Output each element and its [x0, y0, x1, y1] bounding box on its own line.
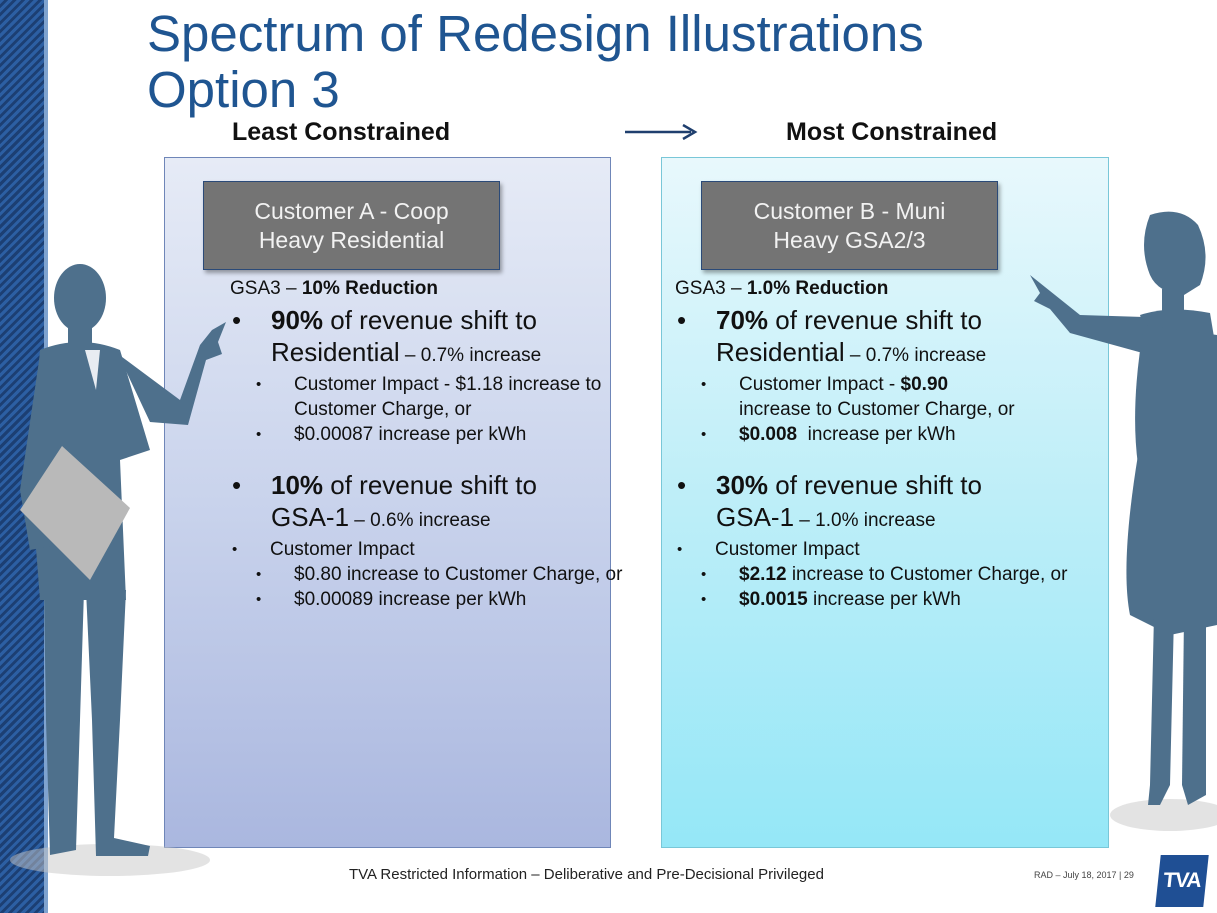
gsa3-reduction-b: GSA3 – 1.0% Reduction	[675, 278, 889, 299]
footer-date-page: RAD – July 18, 2017 | 29	[1034, 870, 1134, 880]
header-least-constrained: Least Constrained	[232, 118, 451, 146]
customer-b-details: GSA3 – 1.0% Reduction • 70% of revenue s…	[675, 278, 1095, 612]
bullet-residential-shift-a: • 90% of revenue shift to Residential – …	[232, 305, 542, 367]
bullet-gsa1-shift-a: • 10% of revenue shift to GSA-1 – 0.6% i…	[232, 470, 537, 532]
footer-confidentiality: TVA Restricted Information – Deliberativ…	[349, 866, 824, 883]
woman-silhouette-icon	[1030, 211, 1217, 831]
man-silhouette-icon	[10, 264, 226, 876]
sub-bullet-b2: • $0.008 increase per kWh	[701, 424, 956, 445]
gsa3-reduction-a: GSA3 – 10% Reduction	[230, 278, 439, 299]
page-title: Spectrum of Redesign Illustrations Optio…	[147, 5, 924, 118]
sub-bullet-a1: • Customer Impact - $1.18 increase to Cus…	[256, 374, 602, 420]
customer-b-line1: Customer B - Muni	[753, 197, 946, 224]
customer-a-line2: Heavy Residential	[258, 226, 445, 253]
sub-bullet-a3: • $0.80 increase to Customer Charge, or	[256, 564, 623, 585]
customer-a-details: GSA3 – 10% Reduction • 90% of revenue sh…	[230, 278, 650, 612]
bullet-residential-shift-b: • 70% of revenue shift to Residential – …	[677, 305, 987, 367]
panel-customer-a	[164, 157, 611, 848]
bullet-gsa1-shift-b: • 30% of revenue shift to GSA-1 – 1.0% i…	[677, 470, 982, 532]
tva-logo: TVA	[1155, 855, 1209, 907]
customer-a-line1: Customer A - Coop	[254, 197, 449, 224]
customer-impact-a: • Customer Impact	[232, 539, 415, 560]
customer-b-box: Customer B - Muni Heavy GSA2/3	[701, 181, 998, 270]
arrow-right-icon	[625, 124, 698, 140]
sub-bullet-b1: • Customer Impact - $0.90 increase to Cust…	[701, 374, 1015, 420]
sub-bullet-b3: • $2.12 increase to Customer Charge, or	[701, 564, 1068, 585]
customer-b-line2: Heavy GSA2/3	[773, 226, 926, 253]
header-most-constrained: Most Constrained	[786, 118, 998, 146]
sub-bullet-b4: • $0.0015 increase per kWh	[701, 589, 961, 610]
customer-impact-b: • Customer Impact	[677, 539, 860, 560]
customer-a-box: Customer A - Coop Heavy Residential	[203, 181, 500, 270]
sub-bullet-a2: • $0.00087 increase per kWh	[256, 424, 527, 445]
panel-customer-b	[661, 157, 1109, 848]
sub-bullet-a4: • $0.00089 increase per kWh	[256, 589, 527, 610]
